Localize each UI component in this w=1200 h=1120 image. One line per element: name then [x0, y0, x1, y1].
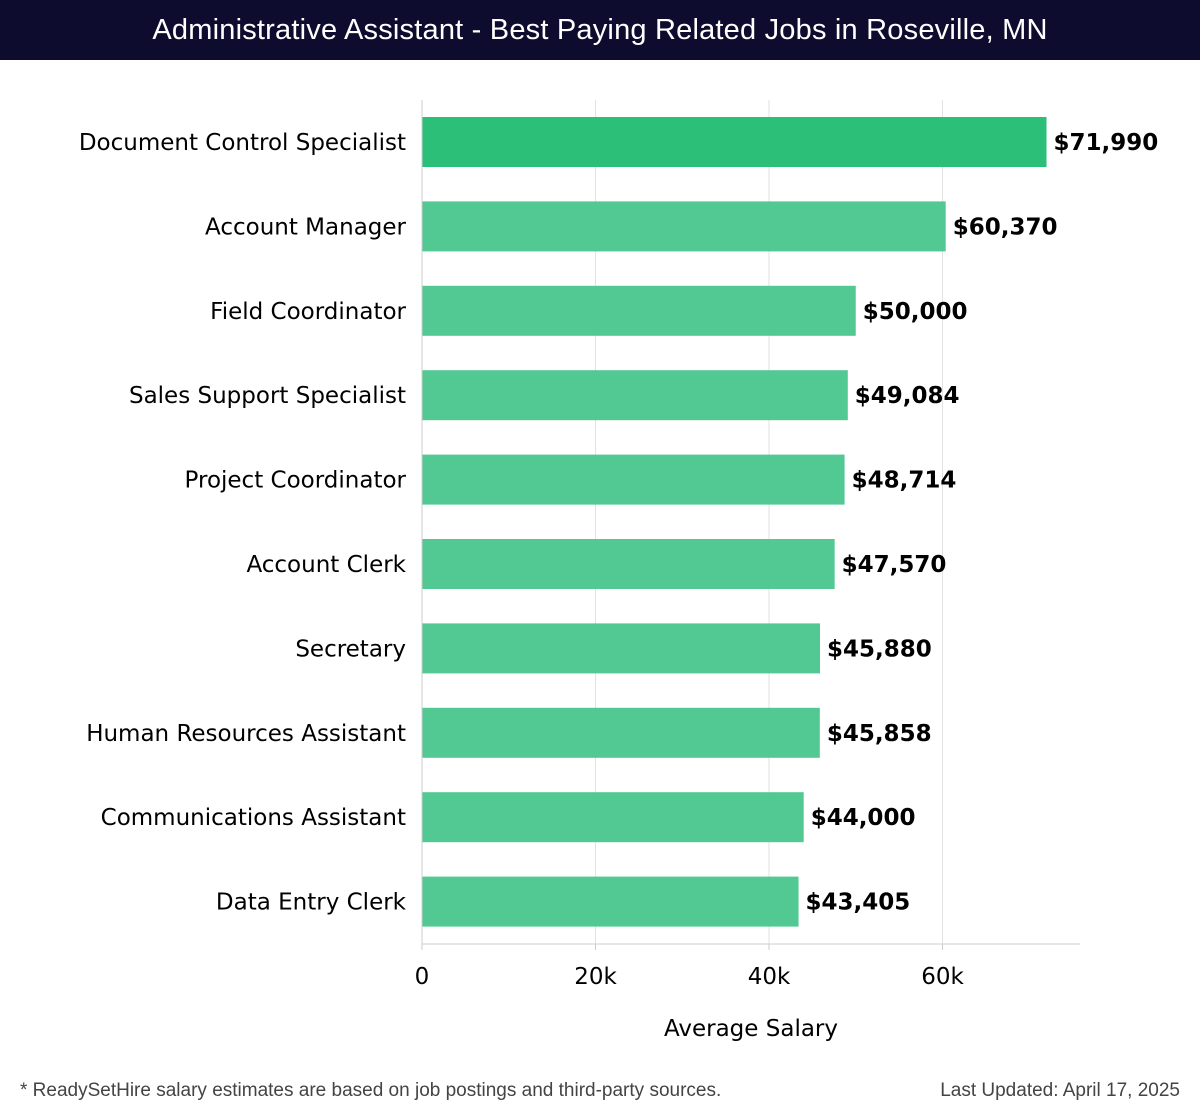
- value-label: $48,714: [852, 468, 957, 494]
- category-label: Document Control Specialist: [79, 130, 406, 156]
- bar: [422, 117, 1047, 167]
- value-label: $45,880: [827, 636, 932, 662]
- last-updated: Last Updated: April 17, 2025: [940, 1080, 1180, 1101]
- value-label: $71,990: [1054, 130, 1159, 156]
- x-tick-label: 60k: [921, 964, 964, 990]
- bar-chart: Document Control Specialist Account Manag…: [79, 100, 1159, 1042]
- value-label: $43,405: [806, 890, 911, 916]
- bar: [422, 707, 820, 758]
- bar: [422, 623, 821, 674]
- value-label: $49,084: [855, 383, 960, 409]
- bar: [422, 876, 799, 927]
- category-label: Communications Assistant: [101, 805, 406, 831]
- category-label: Human Resources Assistant: [86, 721, 406, 747]
- value-label: $44,000: [811, 805, 916, 831]
- category-label: Secretary: [295, 636, 406, 662]
- x-axis-title: Average Salary: [664, 1016, 838, 1042]
- footer-note: * ReadySetHire salary estimates are base…: [20, 1080, 722, 1101]
- bar: [422, 285, 856, 336]
- bar: [422, 792, 804, 843]
- bar: [422, 370, 848, 421]
- bar: [422, 201, 946, 252]
- bar: [422, 539, 835, 589]
- x-tick-label: 0: [415, 964, 430, 990]
- value-label: $50,000: [863, 299, 968, 325]
- category-label: Sales Support Specialist: [129, 383, 406, 409]
- x-tick-label: 40k: [748, 964, 791, 990]
- x-tick-label: 20k: [574, 964, 617, 990]
- value-label: $47,570: [842, 552, 947, 578]
- category-label: Data Entry Clerk: [216, 890, 407, 916]
- category-label: Field Coordinator: [210, 299, 406, 325]
- category-label: Account Manager: [205, 214, 407, 240]
- value-label: $45,858: [827, 721, 932, 747]
- category-label: Account Clerk: [246, 552, 406, 578]
- value-label: $60,370: [953, 214, 1058, 240]
- category-label: Project Coordinator: [185, 468, 407, 494]
- chart-title: Administrative Assistant - Best Paying R…: [0, 0, 1200, 60]
- bar: [422, 454, 845, 505]
